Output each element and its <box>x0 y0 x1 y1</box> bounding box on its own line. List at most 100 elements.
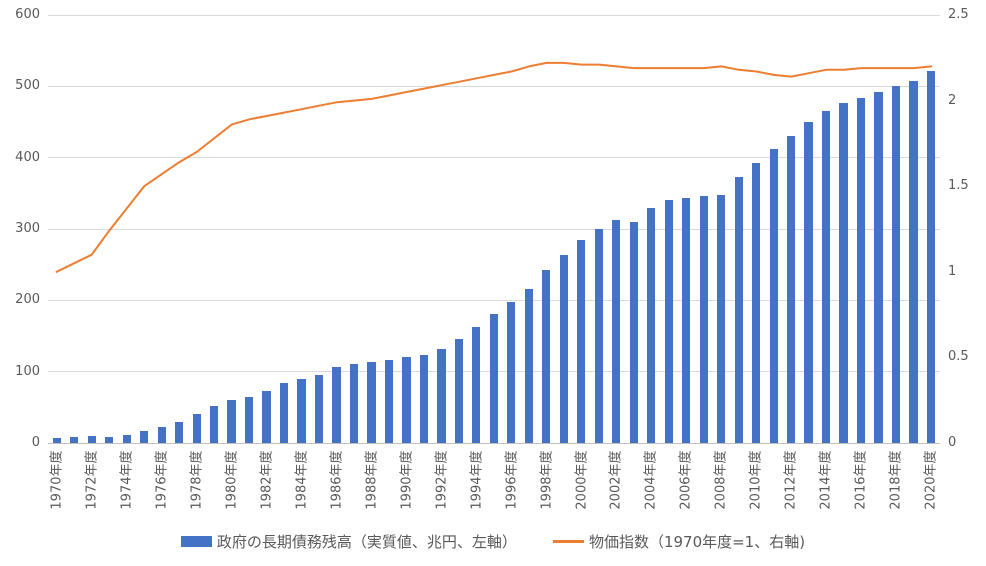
bar-slot-1975 <box>135 15 152 443</box>
bar-slot-2003 <box>625 15 642 443</box>
bar-slot-2007 <box>695 15 712 443</box>
x-tick-1992年度: 1992年度 <box>434 450 449 510</box>
bar-2018年度 <box>891 86 901 443</box>
x-tick-1984年度: 1984年度 <box>294 450 310 510</box>
bar-1989年度 <box>384 359 394 443</box>
bar-2003年度 <box>629 221 638 443</box>
bar-slot-1999 <box>555 15 572 443</box>
bar-1972年度 <box>87 435 96 443</box>
bar-2006年度 <box>682 197 691 443</box>
bar-slot-2009 <box>730 15 747 443</box>
bar-1983年度 <box>279 383 289 443</box>
bar-1990年度 <box>402 357 411 443</box>
x-tick-1978年度: 1978年度 <box>189 450 205 510</box>
bar-1996年度 <box>507 301 516 443</box>
y-tick-left-200: 200 <box>15 292 40 308</box>
line-series-swatch <box>552 540 584 543</box>
bar-1985年度 <box>314 374 324 443</box>
bar-1998年度 <box>542 270 551 443</box>
bar-1974年度 <box>122 435 131 443</box>
x-tick-2000年度: 2000年度 <box>574 450 589 510</box>
bar-2010年度 <box>752 162 761 443</box>
bar-1982年度 <box>262 390 271 443</box>
bar-slot-2005 <box>660 15 677 443</box>
bar-slot-1993 <box>450 15 467 443</box>
x-tick-2004年度: 2004年度 <box>643 450 659 510</box>
x-tick-1998年度: 1998年度 <box>539 450 554 510</box>
bar-2007年度 <box>699 196 708 443</box>
bar-slot-1990 <box>398 15 415 443</box>
line-series-price-index <box>55 61 933 273</box>
x-tick-2008年度: 2008年度 <box>713 450 729 510</box>
x-tick-1974年度: 1974年度 <box>119 450 135 510</box>
bar-1999年度 <box>559 254 568 443</box>
bar-1975年度 <box>140 430 149 443</box>
bar-1992年度 <box>437 348 446 443</box>
x-tick-2014年度: 2014年度 <box>818 450 834 510</box>
x-tick-2012年度: 2012年度 <box>783 450 799 510</box>
bar-slot-2008 <box>712 15 729 443</box>
bar-slot-1981 <box>240 15 257 443</box>
bar-2000年度 <box>577 239 586 443</box>
bar-slot-1970 <box>48 15 65 443</box>
legend-item-debt: 政府の長期債務残高（実質値、兆円、左軸） <box>180 531 517 552</box>
bar-slot-1997 <box>520 15 537 443</box>
bar-1993年度 <box>454 338 463 443</box>
y-tick-left-400: 400 <box>15 149 40 165</box>
legend-label-debt: 政府の長期債務残高（実質値、兆円、左軸） <box>216 533 517 551</box>
bar-2012年度 <box>786 136 796 443</box>
bar-slot-2002 <box>608 15 625 443</box>
bar-slot-1974 <box>118 15 135 443</box>
bar-slot-2012 <box>782 15 799 443</box>
legend-label-price-index: 物価指数（1970年度=1、右軸) <box>588 533 806 551</box>
bar-slot-1977 <box>170 15 187 443</box>
x-tick-2016年度: 2016年度 <box>853 450 869 510</box>
bar-2011年度 <box>769 149 778 443</box>
bar-slot-2017 <box>870 15 887 443</box>
y-tick-left-0: 0 <box>31 435 40 450</box>
price-index-line <box>55 61 933 273</box>
bar-slot-2013 <box>800 15 817 443</box>
x-tick-1990年度: 1990年度 <box>399 450 414 510</box>
y-tick-left-100: 100 <box>15 363 40 379</box>
x-tick-1994年度: 1994年度 <box>469 450 484 510</box>
gridline-600 <box>48 14 940 16</box>
bar-slot-1982 <box>258 15 275 443</box>
bar-1970年度 <box>52 438 61 443</box>
gridline-300 <box>48 228 940 230</box>
y-tick-left-600: 600 <box>15 7 40 22</box>
y-tick-left-500: 500 <box>15 78 40 94</box>
bar-slot-1973 <box>100 15 117 443</box>
bar-1997年度 <box>524 288 533 443</box>
x-tick-1986年度: 1986年度 <box>329 450 345 510</box>
bar-slot-1979 <box>205 15 222 443</box>
bar-2017年度 <box>874 92 883 443</box>
bar-slot-1991 <box>415 15 432 443</box>
y-tick-right-0.5: 0.5 <box>948 349 969 365</box>
bar-slot-1976 <box>153 15 170 443</box>
bar-slot-1983 <box>275 15 292 443</box>
bar-slot-2000 <box>573 15 590 443</box>
bar-2001年度 <box>594 229 603 443</box>
gridline-200 <box>48 299 940 301</box>
y-tick-right-1: 1 <box>948 263 957 279</box>
bar-2005年度 <box>664 199 673 443</box>
bar-1995年度 <box>489 313 498 443</box>
x-tick-2006年度: 2006年度 <box>678 450 694 510</box>
bar-1986年度 <box>332 367 341 443</box>
x-tick-2020年度: 2020年度 <box>923 450 939 510</box>
gridline-0 <box>48 442 940 444</box>
bar-1988年度 <box>367 362 376 443</box>
bar-slot-2020 <box>922 15 939 443</box>
bar-slot-1987 <box>345 15 362 443</box>
bar-2013年度 <box>804 122 813 443</box>
bar-2014年度 <box>821 111 831 443</box>
x-tick-1996年度: 1996年度 <box>504 450 519 510</box>
bar-slot-2010 <box>747 15 764 443</box>
bar-1971年度 <box>70 437 79 443</box>
x-tick-2018年度: 2018年度 <box>888 450 904 510</box>
plot-area <box>48 14 940 444</box>
bar-slot-1978 <box>188 15 205 443</box>
bar-slot-1980 <box>223 15 240 443</box>
